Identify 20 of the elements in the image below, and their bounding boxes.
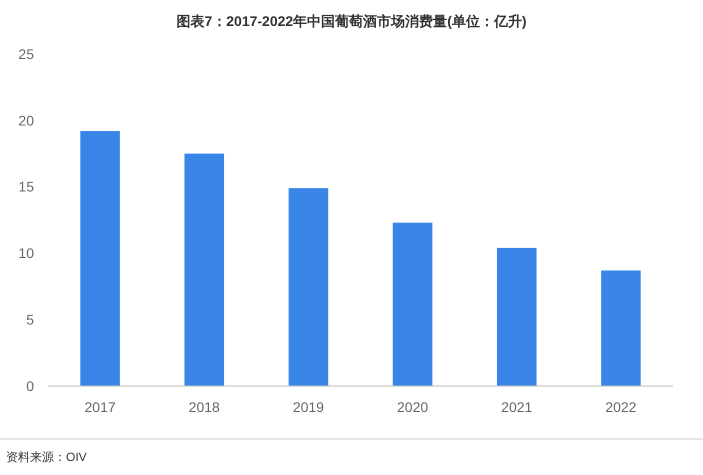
bar — [392, 222, 432, 386]
bar — [288, 188, 328, 386]
text: 资料来源：OIV — [6, 450, 87, 464]
y-tick-label: 15 — [18, 178, 34, 195]
bar — [80, 131, 120, 386]
bar — [601, 270, 641, 386]
x-tick-label: 2017 — [84, 399, 116, 415]
bar — [496, 248, 537, 386]
y-tick-label: 0 — [26, 378, 34, 394]
x-tick-label: 2018 — [188, 399, 220, 415]
x-tick-label: 2019 — [292, 399, 324, 415]
chart-title: 图表7：2017-2022年中国葡萄酒市场消费量(单位：亿升) — [176, 13, 527, 29]
y-tick-label: 25 — [18, 46, 34, 62]
y-tick-label: 10 — [18, 245, 34, 262]
x-tick-label: 2020 — [397, 399, 428, 415]
y-tick-label: 20 — [18, 112, 34, 128]
x-tick-label: 2022 — [605, 399, 637, 415]
x-tick-label: 2021 — [501, 399, 533, 415]
bar — [184, 154, 224, 386]
y-tick-label: 5 — [26, 312, 34, 328]
